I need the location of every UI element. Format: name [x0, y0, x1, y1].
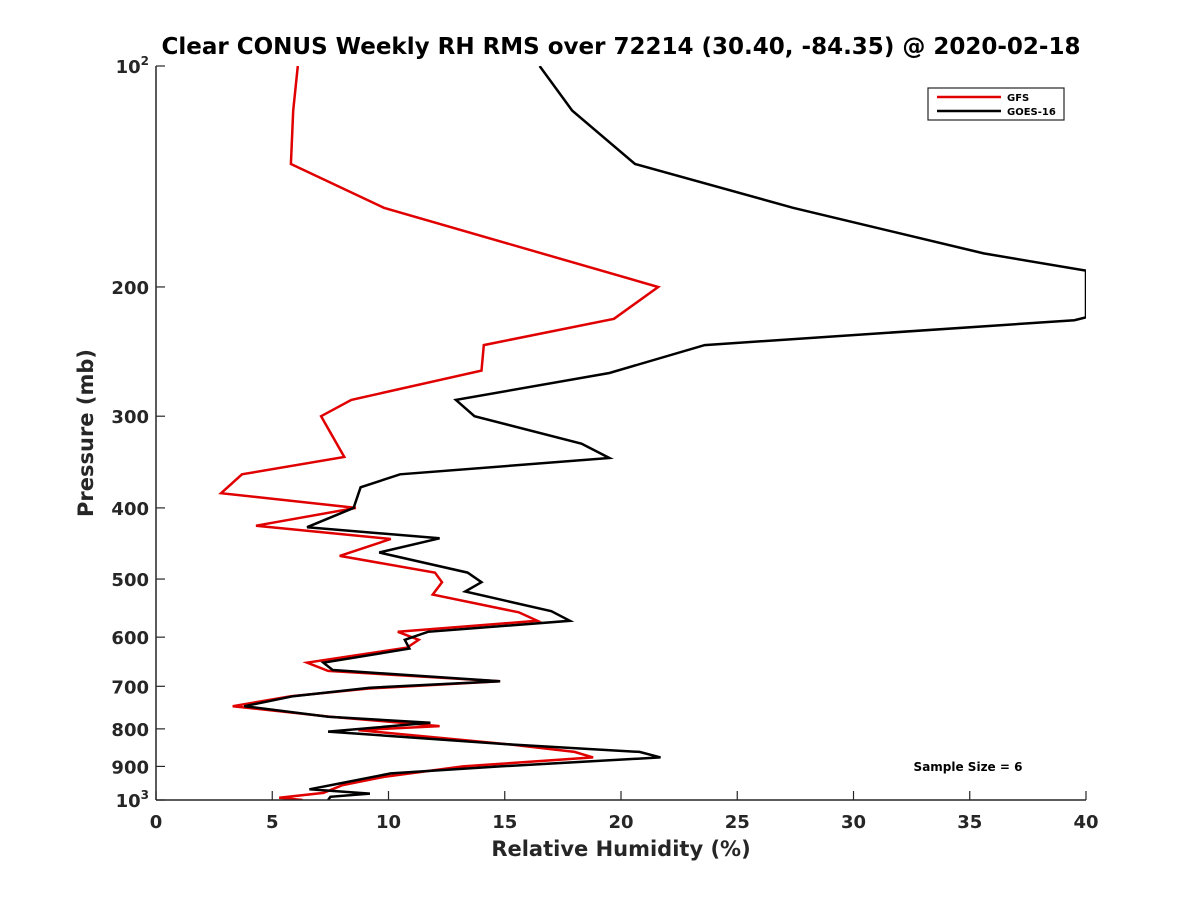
y-axis-ticks: 102 200 300 400 500 600 700 800 900 103	[111, 54, 165, 812]
x-tick-label: 5	[266, 812, 279, 833]
x-tick-label: 40	[1073, 812, 1098, 833]
y-tick-label: 500	[111, 570, 149, 591]
x-tick-label: 20	[608, 812, 633, 833]
legend-box	[927, 87, 1065, 121]
x-tick-label: 15	[492, 812, 517, 833]
x-axis-ticks: 0 5 10 15 20 25 30 35 40	[150, 791, 1099, 833]
x-tick-label: 10	[376, 812, 401, 833]
series-line-goes16	[244, 66, 1086, 800]
y-tick-label: 300	[111, 407, 149, 428]
series-layer	[218, 66, 1086, 800]
legend-label-goes16: GOES-16	[1007, 107, 1056, 118]
x-tick-label: 30	[841, 812, 866, 833]
y-tick-label: 102	[116, 54, 149, 78]
x-axis-label: Relative Humidity (%)	[491, 837, 750, 861]
y-tick-label: 400	[111, 499, 149, 520]
x-tick-label: 35	[957, 812, 982, 833]
plot-frame	[156, 66, 1086, 800]
y-tick-label: 800	[111, 720, 149, 741]
y-tick-label: 600	[111, 628, 149, 649]
y-axis-label: Pressure (mb)	[74, 349, 98, 517]
y-tick-label: 200	[111, 278, 149, 299]
legend-label-gfs: GFS	[1007, 93, 1029, 104]
y-tick-label: 900	[111, 757, 149, 778]
series-line-gfs	[218, 66, 662, 800]
x-tick-label: 25	[725, 812, 750, 833]
chart-title: Clear CONUS Weekly RH RMS over 72214 (30…	[162, 34, 1081, 60]
sample-size-annotation: Sample Size = 6	[914, 760, 1023, 774]
y-tick-label: 103	[116, 788, 149, 812]
x-tick-label: 0	[150, 812, 163, 833]
y-tick-label: 700	[111, 677, 149, 698]
legend: GFS GOES-16	[927, 87, 1065, 121]
